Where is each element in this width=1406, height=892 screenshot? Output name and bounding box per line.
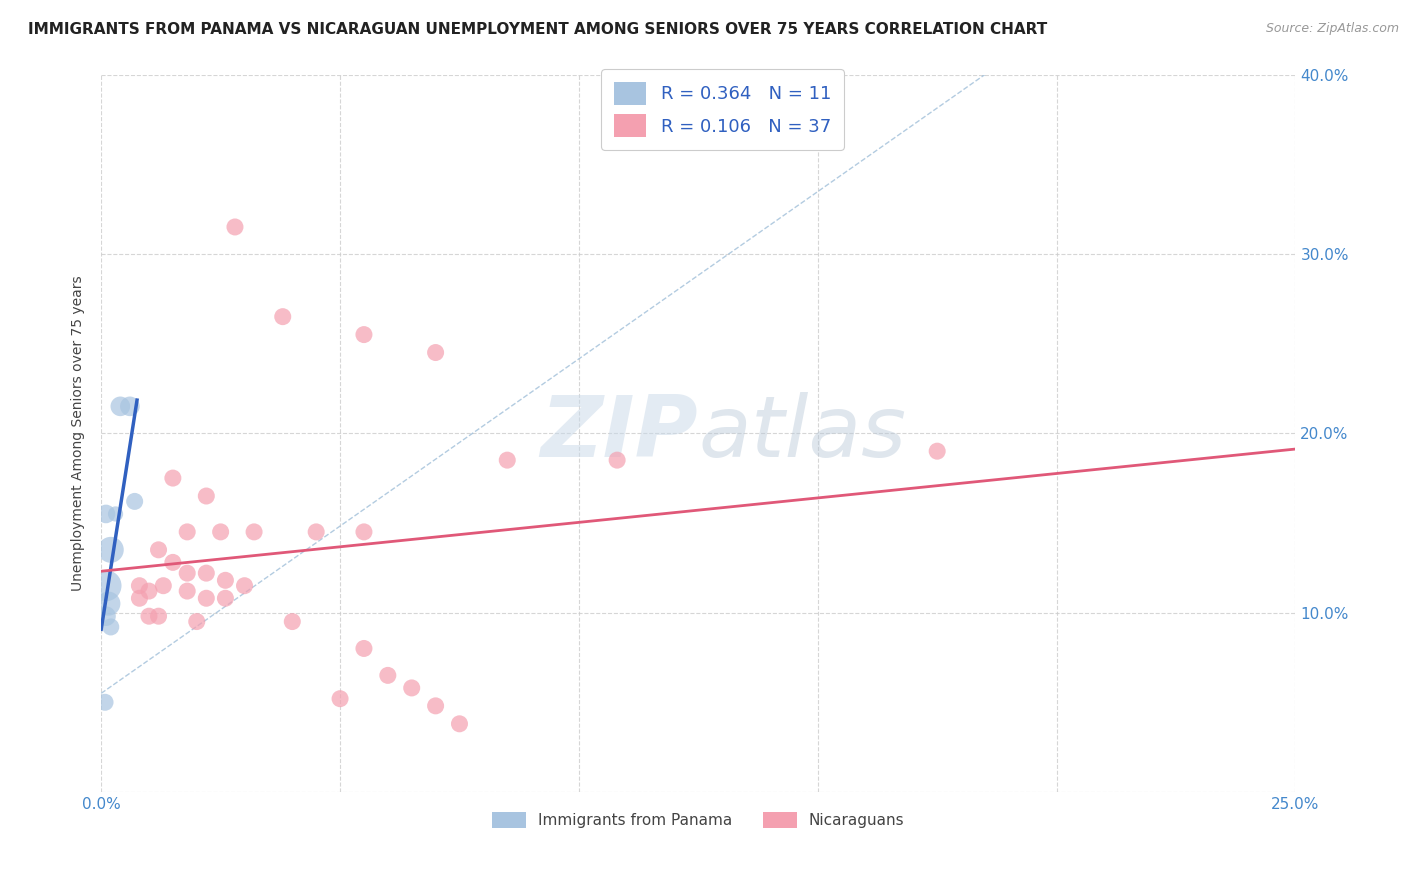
Point — [353, 641, 375, 656]
Point — [209, 524, 232, 539]
Point — [214, 591, 236, 606]
Point — [305, 524, 328, 539]
Point — [128, 591, 150, 606]
Point — [243, 524, 266, 539]
Point — [162, 471, 184, 485]
Point — [329, 691, 352, 706]
Point — [162, 555, 184, 569]
Point — [124, 494, 146, 508]
Point — [104, 507, 127, 521]
Point — [353, 524, 375, 539]
Text: IMMIGRANTS FROM PANAMA VS NICARAGUAN UNEMPLOYMENT AMONG SENIORS OVER 75 YEARS CO: IMMIGRANTS FROM PANAMA VS NICARAGUAN UNE… — [28, 22, 1047, 37]
Point — [496, 453, 519, 467]
Point — [138, 609, 160, 624]
Y-axis label: Unemployment Among Seniors over 75 years: Unemployment Among Seniors over 75 years — [72, 276, 86, 591]
Point — [425, 698, 447, 713]
Point — [118, 400, 141, 414]
Point — [927, 444, 949, 458]
Point — [97, 597, 120, 611]
Point — [353, 327, 375, 342]
Text: Source: ZipAtlas.com: Source: ZipAtlas.com — [1265, 22, 1399, 36]
Point — [425, 345, 447, 359]
Point — [152, 579, 174, 593]
Point — [138, 584, 160, 599]
Point — [148, 542, 170, 557]
Point — [94, 579, 117, 593]
Point — [377, 668, 399, 682]
Point — [94, 507, 117, 521]
Point — [110, 400, 132, 414]
Point — [281, 615, 304, 629]
Point — [100, 542, 122, 557]
Point — [128, 579, 150, 593]
Point — [195, 591, 218, 606]
Point — [94, 609, 117, 624]
Point — [195, 566, 218, 581]
Point — [233, 579, 256, 593]
Point — [401, 681, 423, 695]
Point — [195, 489, 218, 503]
Point — [94, 695, 117, 709]
Point — [271, 310, 294, 324]
Point — [176, 566, 198, 581]
Point — [100, 620, 122, 634]
Text: ZIP: ZIP — [541, 392, 699, 475]
Point — [148, 609, 170, 624]
Point — [224, 219, 246, 234]
Point — [176, 584, 198, 599]
Point — [214, 574, 236, 588]
Point — [176, 524, 198, 539]
Legend: Immigrants from Panama, Nicaraguans: Immigrants from Panama, Nicaraguans — [486, 805, 911, 835]
Point — [449, 716, 471, 731]
Point — [606, 453, 628, 467]
Text: atlas: atlas — [699, 392, 907, 475]
Point — [186, 615, 208, 629]
